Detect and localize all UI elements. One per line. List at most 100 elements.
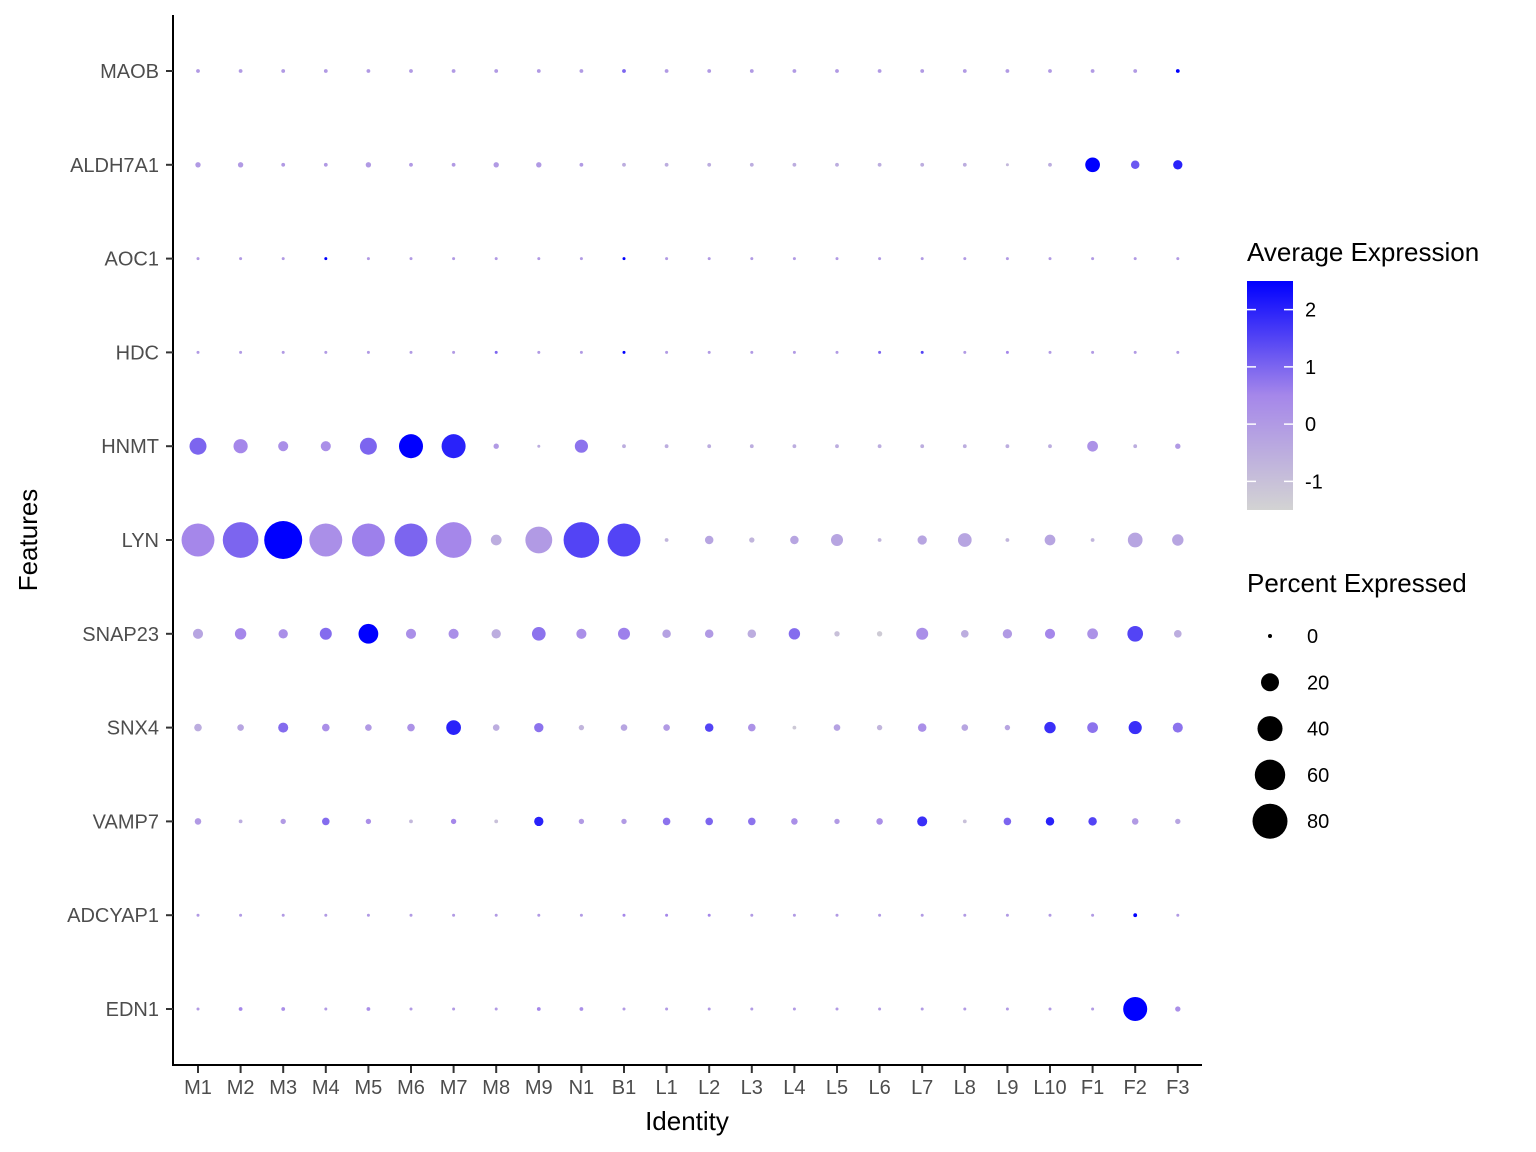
dot-SNAP23-L9 <box>1002 629 1013 639</box>
dot-AOC1-F3 <box>1176 257 1180 261</box>
size-legend-label-40: 40 <box>1307 719 1329 741</box>
dot-ALDH7A1-B1 <box>622 162 626 167</box>
dot-SNX4-F2 <box>1128 721 1142 735</box>
dot-AOC1-M3 <box>281 257 285 261</box>
dot-ADCYAP1-M7 <box>452 913 456 917</box>
size-legend-dot-80 <box>1252 803 1288 839</box>
x-tick-label-F3: F3 <box>1166 1077 1189 1099</box>
dot-LYN-L5 <box>830 533 844 547</box>
x-tick-label-M1: M1 <box>184 1077 212 1099</box>
dot-VAMP7-M7 <box>450 818 457 825</box>
dot-SNAP23-L1 <box>662 629 671 639</box>
dot-EDN1-M1 <box>196 1007 200 1011</box>
x-tick-label-M9: M9 <box>525 1077 553 1099</box>
dot-SNAP23-L7 <box>916 627 929 640</box>
dot-VAMP7-L4 <box>791 818 798 825</box>
dot-SNAP23-F2 <box>1127 625 1144 642</box>
size-legend-label-80: 80 <box>1307 811 1329 833</box>
dot-VAMP7-L2 <box>705 817 713 826</box>
dot-HNMT-M5 <box>359 437 377 455</box>
dot-SNX4-N1 <box>578 724 585 731</box>
dot-LYN-M5 <box>351 523 385 557</box>
dot-LYN-M4 <box>309 523 343 557</box>
x-tick-label-M2: M2 <box>227 1077 255 1099</box>
dot-MAOB-M8 <box>494 69 499 73</box>
dot-SNX4-M2 <box>237 724 244 731</box>
color-legend-label--1: -1 <box>1305 471 1323 493</box>
dot-SNX4-L1 <box>663 724 670 731</box>
dot-ADCYAP1-M6 <box>409 913 413 917</box>
dot-ADCYAP1-F2 <box>1133 913 1138 918</box>
dot-HNMT-F3 <box>1175 443 1181 449</box>
x-tick-label-L7: L7 <box>911 1077 933 1099</box>
dot-MAOB-L2 <box>707 69 712 73</box>
x-tick-label-L9: L9 <box>996 1077 1018 1099</box>
dot-SNAP23-F3 <box>1174 630 1182 638</box>
dot-MAOB-L4 <box>792 69 797 73</box>
dot-ALDH7A1-M3 <box>281 162 286 167</box>
dot-SNX4-L3 <box>748 723 756 732</box>
dot-SNX4-F1 <box>1087 722 1098 733</box>
dot-ALDH7A1-F3 <box>1173 160 1183 170</box>
dot-MAOB-L10 <box>1048 69 1052 73</box>
dot-EDN1-F1 <box>1091 1007 1095 1011</box>
dot-MAOB-F2 <box>1133 69 1138 73</box>
y-tick-label-AOC1: AOC1 <box>105 249 159 271</box>
color-legend: Average Expression 2 1 0 -1 <box>1247 237 1479 510</box>
size-legend-dot-0 <box>1268 634 1272 638</box>
color-legend-label-2: 2 <box>1305 300 1316 322</box>
dot-SNAP23-L2 <box>704 629 714 639</box>
dot-ALDH7A1-L4 <box>792 162 797 167</box>
dot-VAMP7-L7 <box>917 816 928 827</box>
dot-EDN1-L6 <box>878 1007 882 1011</box>
x-axis-ticks: M1 M2 M3 M4 M5 M6 M7 M8 M9 N1 B1 L1 L2 L3 L4 L5 L6 L7 L8 L9… <box>184 1066 1189 1099</box>
y-tick-label-SNX4: SNX4 <box>107 718 159 740</box>
dot-ALDH7A1-M2 <box>237 162 244 168</box>
x-tick-label-M6: M6 <box>397 1077 425 1099</box>
dot-ALDH7A1-M8 <box>493 162 499 168</box>
dot-SNX4-L2 <box>704 723 714 732</box>
dot-EDN1-M2 <box>238 1007 243 1011</box>
dot-ADCYAP1-B1 <box>622 913 626 917</box>
dot-MAOB-M6 <box>409 69 413 73</box>
dot-LYN-F2 <box>1127 532 1143 548</box>
dot-LYN-L2 <box>704 535 714 545</box>
dot-SNAP23-M1 <box>192 628 204 639</box>
dot-HNMT-F1 <box>1087 440 1098 452</box>
dot-ADCYAP1-M9 <box>537 913 541 917</box>
dot-HNMT-M2 <box>233 439 248 454</box>
dot-HNMT-L5 <box>835 444 839 449</box>
dot-SNX4-B1 <box>620 724 628 731</box>
dot-SNX4-M4 <box>322 723 330 732</box>
color-legend-title: Average Expression <box>1247 237 1479 267</box>
dot-HDC-F2 <box>1133 350 1137 354</box>
dot-ALDH7A1-M9 <box>536 162 542 168</box>
dot-HDC-M6 <box>409 350 413 354</box>
dot-HDC-L2 <box>707 350 711 354</box>
dot-EDN1-M8 <box>494 1007 498 1011</box>
dot-VAMP7-L9 <box>1003 817 1012 826</box>
dot-AOC1-L7 <box>920 257 924 261</box>
dot-AOC1-L5 <box>835 257 839 261</box>
dot-SNX4-M8 <box>492 724 500 731</box>
dot-AOC1-L6 <box>878 257 882 261</box>
y-tick-label-HDC: HDC <box>116 342 159 364</box>
dot-HNMT-B1 <box>622 444 626 449</box>
dot-ALDH7A1-L8 <box>962 162 967 167</box>
dot-ADCYAP1-L10 <box>1048 913 1052 917</box>
dot-AOC1-M9 <box>537 257 541 261</box>
dot-MAOB-M4 <box>323 69 328 73</box>
dot-HNMT-L4 <box>792 444 797 449</box>
dot-EDN1-L5 <box>835 1007 839 1011</box>
dot-EDN1-L9 <box>1005 1007 1009 1011</box>
dot-VAMP7-B1 <box>621 818 627 825</box>
x-tick-label-L8: L8 <box>954 1077 976 1099</box>
dot-MAOB-M3 <box>281 69 286 73</box>
dot-AOC1-L8 <box>963 257 967 261</box>
dot-SNX4-L5 <box>833 724 841 731</box>
dot-HNMT-L7 <box>920 444 925 449</box>
dot-SNX4-M7 <box>446 720 461 735</box>
dot-LYN-L8 <box>957 533 972 547</box>
dot-HNMT-M8 <box>493 443 499 449</box>
